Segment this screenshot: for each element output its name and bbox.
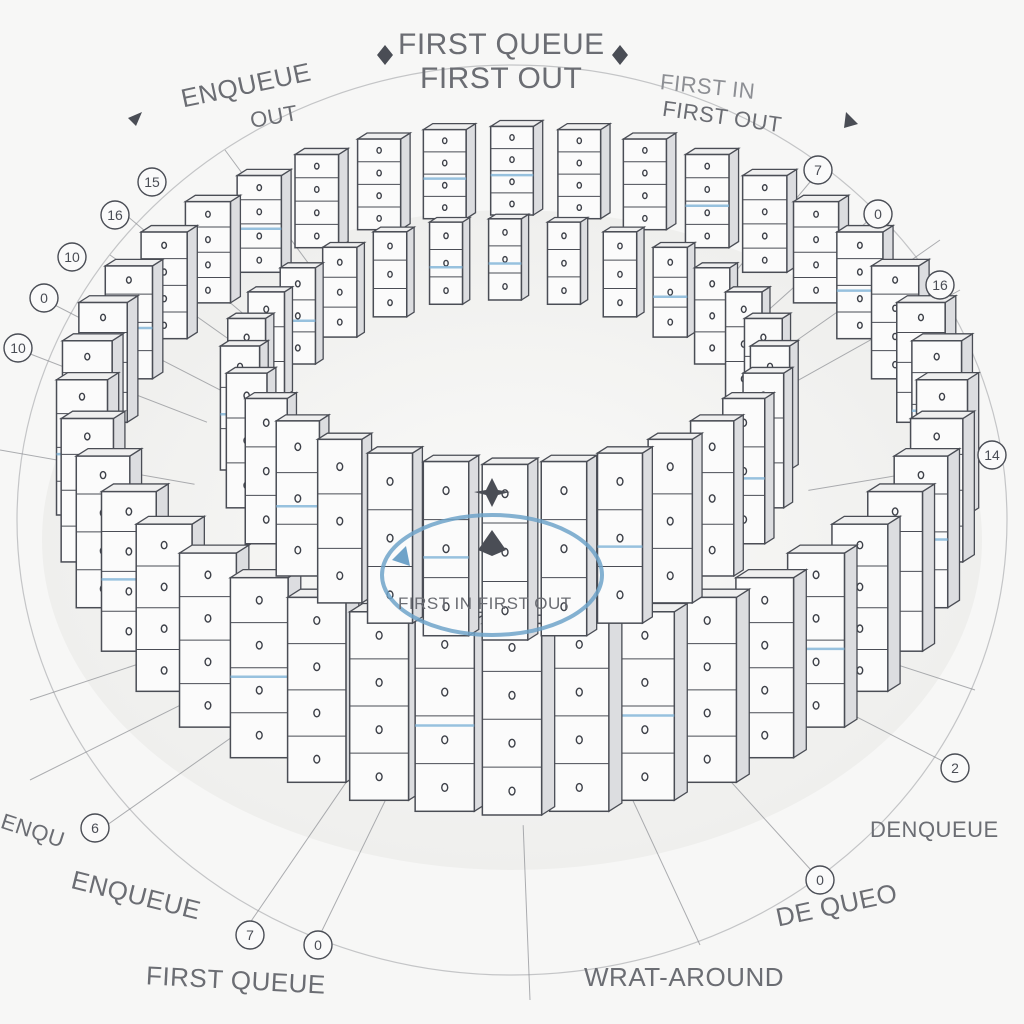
outer-queue-block: [613, 602, 690, 802]
number-badge: 0: [303, 930, 333, 960]
outer-queue-block: [412, 611, 490, 813]
number-badge-text: 14: [984, 447, 1000, 463]
number-badge: 7: [803, 155, 833, 185]
number-badge-text: 10: [10, 340, 26, 356]
number-badge: 16: [925, 270, 955, 300]
inner-queue-block: [539, 454, 599, 637]
leader-line: [628, 790, 701, 946]
outer-block-ring: [54, 119, 981, 817]
inner-queue-block: [645, 431, 705, 605]
leader-line: [244, 781, 347, 931]
inner-queue-block: [427, 216, 472, 306]
inner-queue-block: [601, 225, 647, 319]
inner-queue-block: [320, 241, 367, 339]
number-badge-text: 6: [91, 820, 99, 836]
denqueue-label: DENQUEUE: [870, 817, 999, 842]
outer-queue-block: [740, 168, 799, 274]
outer-queue-block: [683, 147, 741, 249]
outer-queue-block: [355, 131, 413, 231]
outer-queue-block: [675, 588, 752, 784]
number-badge: 15: [137, 167, 167, 197]
number-badge-text: 0: [314, 937, 322, 953]
center-cycle-ring: [380, 513, 604, 637]
arrow-right-icon: [844, 112, 858, 128]
number-badge-text: 15: [144, 174, 160, 190]
number-badge-text: 7: [246, 927, 254, 943]
center-star-icon: [474, 478, 510, 507]
outer-queue-block: [285, 588, 362, 784]
outer-queue-block: [347, 602, 424, 802]
outer-queue-block: [421, 122, 478, 220]
number-badge-text: 0: [816, 872, 824, 888]
center-fifo-label: FIRST IN FIRST OUT: [398, 594, 572, 613]
inner-queue-block: [545, 216, 590, 306]
number-badge: 14: [977, 440, 1007, 470]
number-badge-text: 16: [107, 207, 123, 223]
inner-queue-block: [595, 445, 655, 625]
outer-guide-ring: [16, 64, 1008, 976]
number-badge: 10: [57, 242, 87, 272]
leader-line: [314, 790, 391, 946]
number-badge-text: 7: [814, 162, 822, 178]
number-badge-text: 2: [951, 760, 959, 776]
number-badge: 10: [3, 333, 33, 363]
wrap-around-label: WRAT-AROUND: [584, 962, 785, 992]
inner-queue-block: [315, 431, 374, 605]
title-line-1: FIRST QUEUE: [398, 28, 605, 61]
outer-queue-block: [621, 131, 679, 231]
title-line-2: FIRST OUT: [420, 62, 583, 95]
arrow-left-icon: [128, 112, 142, 126]
number-badge: 0: [863, 199, 893, 229]
inner-queue-block: [421, 454, 481, 637]
inner-queue-block: [371, 225, 417, 319]
number-badge: 0: [805, 865, 835, 895]
number-badge-text: 0: [874, 206, 882, 222]
inner-queue-block: [277, 261, 326, 366]
outer-queue-block: [555, 122, 613, 220]
inner-queue-block: [650, 241, 698, 339]
number-badge-text: 10: [64, 249, 80, 265]
number-badges: 16 15 10 0 10 7 0 16 14 2 6 7 0 0: [3, 155, 1007, 960]
number-badge: 6: [80, 813, 110, 843]
number-badge: 2: [940, 753, 970, 783]
center-pointer-icon: [478, 530, 506, 556]
number-badge: 7: [235, 920, 265, 950]
outer-queue-block: [234, 168, 294, 274]
arrow-top-left-icon: [377, 45, 393, 65]
center-cycle: [380, 478, 604, 637]
center-cycle-arrowhead: [392, 546, 410, 566]
outer-queue-block: [292, 147, 351, 249]
outer-queue-block: [488, 119, 545, 217]
outer-queue-block: [480, 613, 557, 817]
number-badge-text: 0: [40, 290, 48, 306]
inner-queue-block: [486, 213, 531, 302]
number-badge-text: 16: [932, 277, 948, 293]
leader-line: [522, 825, 531, 1001]
outer-queue-block: [547, 611, 625, 813]
arrow-top-right-icon: [612, 45, 628, 65]
number-badge: 16: [100, 200, 130, 230]
number-badge: 0: [29, 283, 59, 313]
